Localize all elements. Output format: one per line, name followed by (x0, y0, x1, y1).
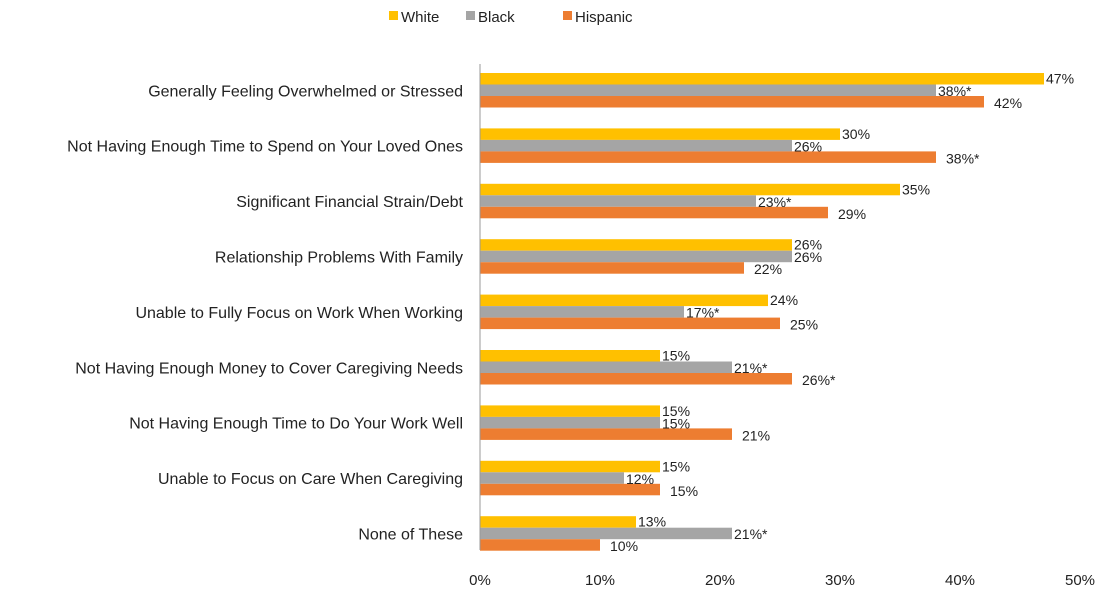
data-label-black-3: 26% (794, 249, 822, 265)
bar-black-4 (480, 306, 684, 318)
data-label-hispanic-6: 21% (742, 427, 770, 443)
category-label-5: Not Having Enough Money to Cover Caregiv… (75, 360, 463, 377)
data-label-white-4: 24% (770, 292, 798, 308)
data-label-black-5: 21%* (734, 360, 768, 376)
category-label-7: Unable to Focus on Care When Caregiving (158, 471, 463, 488)
category-label-8: None of These (358, 526, 463, 543)
bar-white-4 (480, 294, 768, 307)
legend-label-white: White (401, 9, 439, 26)
bar-black-0 (480, 84, 936, 96)
legend-swatch-black (466, 11, 475, 20)
category-label-4: Unable to Fully Focus on Work When Worki… (135, 305, 463, 322)
data-label-hispanic-2: 29% (838, 206, 866, 222)
legend-swatch-white (389, 11, 398, 20)
bar-hispanic-0 (480, 96, 984, 108)
data-label-black-4: 17%* (686, 305, 720, 321)
category-label-3: Relationship Problems With Family (215, 249, 463, 266)
bar-hispanic-6 (480, 428, 732, 440)
data-label-hispanic-4: 25% (790, 317, 818, 333)
x-tick-label-3: 30% (825, 572, 855, 589)
x-axis-tick-labels: 0% 10% 20% 30% 40% 50% (469, 572, 1095, 589)
data-label-hispanic-5: 26%* (802, 372, 836, 388)
category-label-1: Not Having Enough Time to Spend on Your … (67, 139, 463, 156)
data-label-black-1: 26% (794, 138, 822, 154)
category-label-2: Significant Financial Strain/Debt (236, 194, 463, 211)
data-label-white-2: 35% (902, 181, 930, 197)
data-label-hispanic-8: 10% (610, 538, 638, 554)
data-label-white-5: 15% (662, 348, 690, 364)
x-tick-label-2: 20% (705, 572, 735, 589)
bar-hispanic-1 (480, 151, 936, 163)
x-tick-label-5: 50% (1065, 572, 1095, 589)
bar-black-2 (480, 195, 756, 207)
category-label-6: Not Having Enough Time to Do Your Work W… (129, 416, 463, 433)
data-label-white-3: 26% (794, 237, 822, 253)
bar-black-1 (480, 139, 792, 152)
bar-hispanic-4 (480, 317, 780, 330)
bar-white-6 (480, 405, 660, 417)
bar-white-5 (480, 350, 660, 362)
legend-label-hispanic: Hispanic (575, 9, 633, 26)
bar-hispanic-2 (480, 206, 828, 219)
bar-black-8 (480, 527, 732, 540)
bar-black-3 (480, 250, 792, 263)
bar-hispanic-5 (480, 373, 792, 385)
x-tick-label-0: 0% (469, 572, 491, 589)
data-label-hispanic-0: 42% (994, 95, 1022, 111)
bars (480, 73, 1044, 551)
data-label-white-1: 30% (842, 126, 870, 142)
bar-hispanic-3 (480, 262, 744, 274)
bar-black-5 (480, 361, 732, 373)
data-label-white-6: 15% (662, 403, 690, 419)
data-label-black-6: 15% (662, 415, 690, 431)
data-label-black-7: 12% (626, 471, 654, 487)
legend: White Black Hispanic (389, 9, 633, 26)
data-label-hispanic-7: 15% (670, 483, 698, 499)
bar-white-3 (480, 239, 792, 251)
category-labels: Generally Feeling Overwhelmed or Stresse… (67, 83, 463, 543)
bar-white-1 (480, 128, 840, 140)
data-label-white-7: 15% (662, 458, 690, 474)
data-label-white-8: 13% (638, 514, 666, 530)
bar-white-2 (480, 183, 900, 196)
bar-black-7 (480, 472, 624, 484)
category-label-0: Generally Feeling Overwhelmed or Stresse… (148, 83, 463, 100)
data-label-white-0: 47% (1046, 71, 1074, 87)
bar-white-7 (480, 460, 660, 473)
data-label-black-8: 21%* (734, 526, 768, 542)
data-label-hispanic-3: 22% (754, 261, 782, 277)
legend-swatch-hispanic (563, 11, 572, 20)
bar-hispanic-8 (480, 539, 600, 551)
legend-label-black: Black (478, 9, 515, 26)
data-label-black-0: 38%* (938, 83, 972, 99)
bar-white-8 (480, 516, 636, 528)
x-tick-label-1: 10% (585, 572, 615, 589)
bar-white-0 (480, 73, 1044, 85)
data-label-hispanic-1: 38%* (946, 150, 980, 166)
data-label-black-2: 23%* (758, 194, 792, 210)
bar-black-6 (480, 416, 660, 429)
bar-hispanic-7 (480, 483, 660, 496)
value-labels: 47%38%*42%30%26%38%*35%23%*29%26%26%22%2… (610, 71, 1074, 555)
x-tick-label-4: 40% (945, 572, 975, 589)
